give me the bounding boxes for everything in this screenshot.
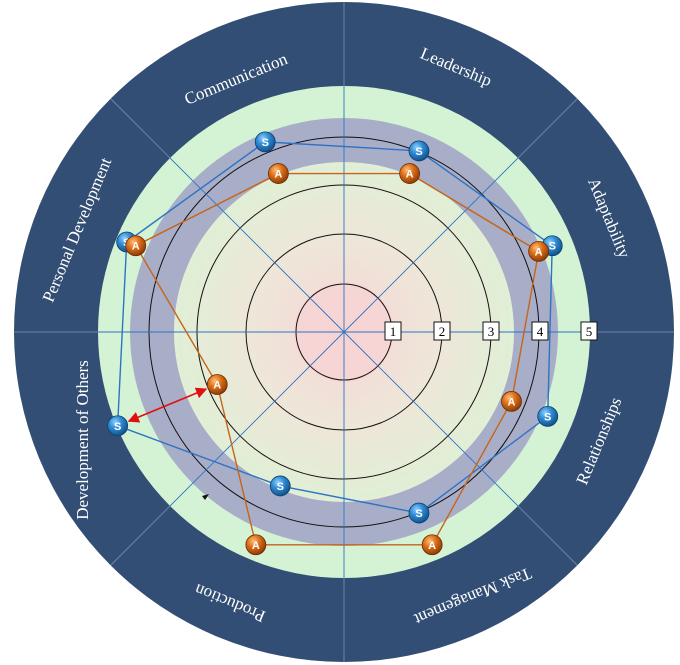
marker-letter: A [406,169,414,181]
scale-label: 2 [439,324,446,339]
marker-a: A [421,534,443,556]
scale-label: 5 [586,324,593,339]
marker-letter: S [549,241,556,253]
scale-box: 3 [482,321,500,341]
marker-s: S [537,405,559,427]
marker-letter: A [274,169,282,181]
marker-letter: S [262,137,269,149]
scale-box: 2 [433,321,451,341]
scale-box: 5 [580,321,598,341]
gap-arrow [127,387,208,423]
marker-letter: A [428,540,436,552]
spoke [169,331,345,507]
label-development-of-others: Development of Others [73,360,92,520]
marker-letter: A [252,540,260,552]
scale-box: 1 [384,321,402,341]
marker-letter: A [508,396,516,408]
marker-letter: S [277,481,284,493]
segment-divider [517,505,578,566]
scale-box: 4 [531,321,549,341]
spoke [343,157,519,333]
pointer-icon [202,494,209,500]
segment-divider [517,98,578,159]
scale-label: 4 [537,324,544,339]
marker-a: A [501,390,522,412]
marker-letter: S [114,421,121,433]
scale-label: 1 [390,324,397,339]
segment-dividers [14,2,674,662]
marker-letter: S [415,146,422,158]
marker-s: S [269,475,291,497]
marker-letter: S [415,508,422,520]
marker-s: S [254,131,276,153]
marker-s: S [408,502,430,524]
marker-a: A [245,534,267,556]
marker-s: S [107,415,129,437]
marker-a: A [267,163,289,184]
spoke [169,157,345,333]
marker-a: A [528,240,550,262]
label-development-of-others-text: Development of Others [73,360,92,520]
scale-label: 3 [488,324,495,339]
marker-letter: A [535,246,543,258]
marker-s: S [408,140,430,162]
spokes [98,86,590,578]
marker-a: A [399,163,421,184]
marker-a: A [125,235,147,257]
segment-divider [110,505,171,566]
marker-a: A [206,374,228,395]
segment-divider [110,98,171,159]
spoke [343,331,519,507]
marker-letter: A [213,380,221,392]
marker-letter: S [544,411,551,423]
series-layer: SSSSSSSSAAAAAAAA [107,131,563,556]
scale-labels: 1 2 3 4 5 [384,321,598,341]
marker-letter: A [132,241,140,253]
